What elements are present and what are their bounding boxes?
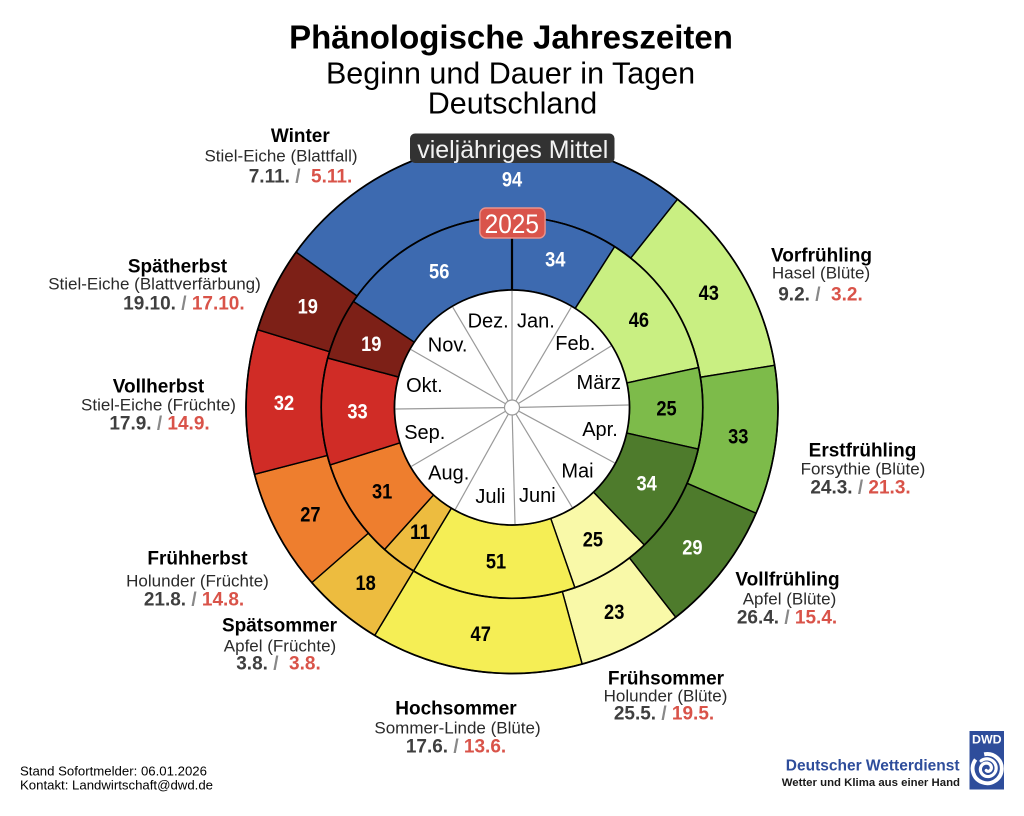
svg-text:Vollherbst: Vollherbst	[113, 377, 205, 398]
svg-text:Phänologische Jahreszeiten: Phänologische Jahreszeiten	[289, 19, 733, 56]
svg-text:2025: 2025	[485, 209, 539, 239]
svg-text:Vollfrühling: Vollfrühling	[735, 570, 839, 591]
svg-text:24.3. / 21.3.: 24.3. / 21.3.	[810, 478, 910, 499]
svg-text:32: 32	[274, 392, 294, 415]
svg-text:Juli: Juli	[475, 486, 505, 508]
svg-text:47: 47	[471, 623, 491, 646]
svg-text:19.10. / 17.10.: 19.10. / 17.10.	[123, 294, 245, 315]
svg-text:Sep.: Sep.	[404, 422, 445, 444]
svg-text:26.4. / 15.4.: 26.4. / 15.4.	[737, 608, 837, 629]
svg-text:94: 94	[502, 169, 523, 192]
svg-text:25: 25	[583, 529, 604, 552]
svg-text:17.6. / 13.6.: 17.6. / 13.6.	[406, 737, 506, 758]
svg-text:Hochsommer: Hochsommer	[395, 699, 517, 720]
svg-text:Hasel (Blüte): Hasel (Blüte)	[772, 264, 870, 283]
svg-text:Deutscher Wetterdienst: Deutscher Wetterdienst	[786, 757, 960, 774]
svg-text:Juni: Juni	[519, 485, 556, 507]
svg-text:Deutschland: Deutschland	[428, 86, 598, 120]
svg-text:Stiel-Eiche (Blattfall): Stiel-Eiche (Blattfall)	[204, 147, 357, 166]
svg-text:29: 29	[682, 537, 702, 560]
svg-text:17.9. / 14.9.: 17.9. / 14.9.	[109, 414, 209, 435]
svg-text:Frühherbst: Frühherbst	[147, 549, 248, 570]
svg-text:Jan.: Jan.	[517, 311, 555, 333]
svg-text:Apfel (Blüte): Apfel (Blüte)	[743, 590, 837, 609]
svg-text:Stiel-Eiche (Blattverfärbung): Stiel-Eiche (Blattverfärbung)	[48, 275, 261, 294]
svg-text:Mai: Mai	[561, 460, 593, 482]
svg-text:Holunder (Früchte): Holunder (Früchte)	[126, 572, 269, 591]
svg-text:43: 43	[699, 282, 719, 305]
svg-text:34: 34	[545, 249, 566, 272]
svg-text:Vorfrühling: Vorfrühling	[771, 246, 872, 267]
svg-text:Okt.: Okt.	[406, 375, 443, 397]
svg-text:Forsythie (Blüte): Forsythie (Blüte)	[801, 460, 926, 479]
svg-text:Wetter und Klima aus einer Han: Wetter und Klima aus einer Hand	[782, 777, 960, 789]
svg-text:Feb.: Feb.	[555, 333, 595, 355]
svg-text:9.2. / 3.2.: 9.2. / 3.2.	[778, 285, 863, 306]
svg-text:März: März	[577, 372, 621, 394]
svg-text:Winter: Winter	[271, 126, 331, 147]
svg-text:19: 19	[361, 333, 381, 356]
svg-text:Aug.: Aug.	[428, 463, 469, 485]
svg-text:3.8. / 3.8.: 3.8. / 3.8.	[236, 654, 321, 675]
svg-text:56: 56	[429, 261, 449, 284]
svg-text:Sommer-Linde (Blüte): Sommer-Linde (Blüte)	[374, 719, 540, 738]
svg-text:33: 33	[347, 400, 367, 423]
svg-text:23: 23	[604, 601, 624, 624]
svg-text:Stand Sofortmelder: 06.01.2026: Stand Sofortmelder: 06.01.2026	[20, 763, 207, 778]
svg-text:Beginn und Dauer in Tagen: Beginn und Dauer in Tagen	[326, 57, 695, 91]
svg-text:31: 31	[372, 481, 393, 504]
svg-text:46: 46	[629, 309, 649, 332]
svg-text:27: 27	[300, 504, 320, 527]
svg-text:34: 34	[637, 473, 658, 496]
svg-text:51: 51	[486, 551, 507, 574]
svg-text:Apr.: Apr.	[582, 419, 618, 441]
svg-text:33: 33	[728, 425, 748, 448]
svg-text:vieljähriges Mittel: vieljähriges Mittel	[417, 136, 608, 164]
svg-text:Kontakt: Landwirtschaft@dwd.de: Kontakt: Landwirtschaft@dwd.de	[20, 778, 213, 793]
svg-text:19: 19	[298, 296, 318, 319]
svg-text:18: 18	[355, 572, 376, 595]
svg-text:Nov.: Nov.	[428, 334, 468, 356]
svg-text:Dez.: Dez.	[468, 311, 509, 333]
svg-text:21.8. / 14.8.: 21.8. / 14.8.	[144, 590, 244, 611]
svg-text:25.5. / 19.5.: 25.5. / 19.5.	[614, 704, 714, 725]
svg-text:Frühsommer: Frühsommer	[608, 669, 725, 690]
svg-text:Stiel-Eiche (Früchte): Stiel-Eiche (Früchte)	[81, 396, 236, 415]
svg-text:7.11. / 5.11.: 7.11. / 5.11.	[249, 167, 353, 188]
svg-text:Holunder (Blüte): Holunder (Blüte)	[604, 687, 728, 706]
svg-text:11: 11	[410, 521, 431, 544]
svg-text:Spätherbst: Spätherbst	[128, 257, 228, 278]
svg-text:DWD: DWD	[972, 732, 1002, 746]
svg-text:Spätsommer: Spätsommer	[222, 616, 338, 637]
svg-text:25: 25	[656, 398, 677, 421]
svg-text:Erstfrühling: Erstfrühling	[809, 441, 917, 462]
svg-text:Apfel (Früchte): Apfel (Früchte)	[224, 637, 336, 656]
